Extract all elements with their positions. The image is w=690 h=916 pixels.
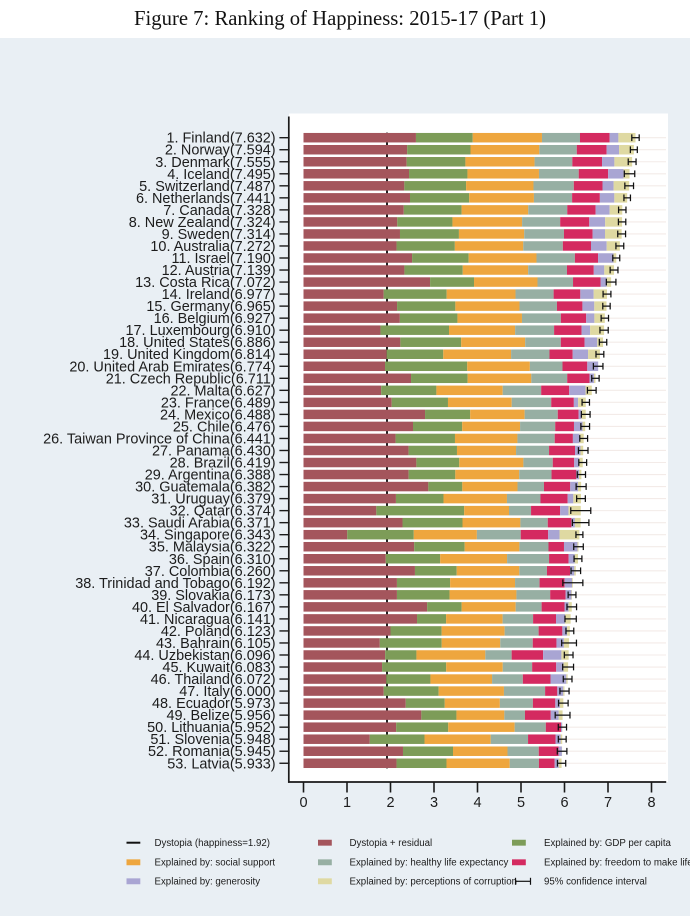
svg-text:25. Chile(6.476): 25. Chile(6.476)	[173, 419, 276, 435]
svg-text:5. Switzerland(7.487): 5. Switzerland(7.487)	[139, 179, 275, 195]
svg-text:7: 7	[604, 795, 612, 811]
svg-text:2: 2	[386, 795, 394, 811]
svg-text:Figure 7: Ranking of Happiness: Figure 7: Ranking of Happiness: 2015-17 …	[134, 8, 546, 30]
svg-text:21. Czech Republic(6.711): 21. Czech Republic(6.711)	[106, 371, 276, 387]
svg-text:12. Austria(7.139): 12. Austria(7.139)	[162, 263, 276, 279]
svg-text:14. Ireland(6.977): 14. Ireland(6.977)	[162, 287, 276, 303]
svg-text:49. Belize(5.956): 49. Belize(5.956)	[166, 708, 275, 724]
svg-text:1: 1	[343, 795, 351, 811]
svg-text:6: 6	[560, 795, 568, 811]
svg-text:32. Qatar(6.374): 32. Qatar(6.374)	[170, 504, 276, 520]
svg-text:38. Trinidad and Tobago(6.192): 38. Trinidad and Tobago(6.192)	[75, 576, 275, 592]
svg-text:Explained by: perceptions of c: Explained by: perceptions of corruption	[350, 877, 517, 888]
svg-text:10. Australia(7.272): 10. Australia(7.272)	[150, 239, 275, 255]
svg-text:3. Denmark(7.555): 3. Denmark(7.555)	[155, 155, 275, 171]
svg-text:18. United States(6.886): 18. United States(6.886)	[119, 335, 276, 351]
svg-text:15. Germany(6.965): 15. Germany(6.965)	[146, 299, 275, 315]
svg-text:28. Brazil(6.419): 28. Brazil(6.419)	[170, 456, 276, 472]
svg-text:24. Mexico(6.488): 24. Mexico(6.488)	[160, 407, 276, 423]
svg-text:4: 4	[473, 795, 481, 811]
svg-text:19. United Kingdom(6.814): 19. United Kingdom(6.814)	[103, 347, 276, 363]
svg-text:34. Singapore(6.343): 34. Singapore(6.343)	[140, 528, 276, 544]
svg-text:42. Poland(6.123): 42. Poland(6.123)	[161, 624, 276, 640]
svg-text:35. Malaysia(6.322): 35. Malaysia(6.322)	[149, 540, 276, 556]
svg-text:95% confidence interval: 95% confidence interval	[544, 877, 647, 888]
svg-text:47. Italy(6.000): 47. Italy(6.000)	[179, 684, 275, 700]
svg-text:1. Finland(7.632): 1. Finland(7.632)	[166, 131, 275, 147]
svg-text:0: 0	[299, 795, 307, 811]
svg-text:20. United Arab Emirates(6.774: 20. United Arab Emirates(6.774)	[69, 359, 275, 375]
svg-text:39. Slovakia(6.173): 39. Slovakia(6.173)	[151, 588, 275, 604]
svg-text:36. Spain(6.310): 36. Spain(6.310)	[169, 552, 276, 568]
svg-text:Explained by: GDP per capita: Explained by: GDP per capita	[544, 838, 672, 849]
svg-text:52. Romania(5.945): 52. Romania(5.945)	[148, 744, 276, 760]
svg-text:8: 8	[647, 795, 655, 811]
svg-text:2. Norway(7.594): 2. Norway(7.594)	[165, 143, 276, 159]
svg-text:Dystopia (happiness=1.92): Dystopia (happiness=1.92)	[155, 838, 271, 849]
svg-text:4. Iceland(7.495): 4. Iceland(7.495)	[167, 167, 275, 183]
svg-text:Explained by: healthy life exp: Explained by: healthy life expectancy	[350, 858, 509, 869]
svg-text:3: 3	[430, 795, 438, 811]
svg-text:7. Canada(7.328): 7. Canada(7.328)	[163, 203, 275, 219]
svg-text:45. Kuwait(6.083): 45. Kuwait(6.083)	[162, 660, 275, 676]
svg-text:Explained by: social support: Explained by: social support	[155, 858, 276, 869]
svg-text:40. El Salvador(6.167): 40. El Salvador(6.167)	[132, 600, 276, 616]
svg-text:Dystopia + residual: Dystopia + residual	[350, 838, 433, 849]
svg-text:44. Uzbekistan(6.096): 44. Uzbekistan(6.096)	[134, 648, 275, 664]
svg-text:33. Saudi Arabia(6.371): 33. Saudi Arabia(6.371)	[124, 516, 276, 532]
svg-text:50. Lithuania(5.952): 50. Lithuania(5.952)	[147, 720, 275, 736]
svg-text:26. Taiwan Province of China(6: 26. Taiwan Province of China(6.441)	[43, 431, 275, 447]
svg-text:16. Belgium(6.927): 16. Belgium(6.927)	[154, 311, 276, 327]
svg-text:31. Uruguay(6.379): 31. Uruguay(6.379)	[151, 492, 275, 508]
svg-text:37. Colombia(6.260): 37. Colombia(6.260)	[145, 564, 276, 580]
svg-text:11. Israel(7.190): 11. Israel(7.190)	[172, 251, 276, 267]
svg-text:22. Malta(6.627): 22. Malta(6.627)	[170, 383, 275, 399]
svg-text:8. New Zealand(7.324): 8. New Zealand(7.324)	[129, 215, 276, 231]
svg-text:51. Slovenia(5.948): 51. Slovenia(5.948)	[150, 732, 275, 748]
svg-text:43. Bahrain(6.105): 43. Bahrain(6.105)	[156, 636, 276, 652]
svg-text:Explained by: freedom to make: Explained by: freedom to make life choic…	[544, 858, 690, 869]
svg-text:17. Luxembourg(6.910): 17. Luxembourg(6.910)	[126, 323, 276, 339]
svg-text:46. Thailand(6.072): 46. Thailand(6.072)	[151, 672, 276, 688]
svg-text:6. Netherlands(7.441): 6. Netherlands(7.441)	[136, 191, 276, 207]
svg-text:9. Sweden(7.314): 9. Sweden(7.314)	[162, 227, 276, 243]
svg-text:23. France(6.489): 23. France(6.489)	[161, 395, 276, 411]
svg-text:41. Nicaragua(6.141): 41. Nicaragua(6.141)	[140, 612, 276, 628]
svg-text:13. Costa Rica(7.072): 13. Costa Rica(7.072)	[135, 275, 275, 291]
svg-text:27. Panama(6.430): 27. Panama(6.430)	[152, 443, 276, 459]
svg-text:5: 5	[517, 795, 525, 811]
svg-text:29. Argentina(6.388): 29. Argentina(6.388)	[145, 468, 276, 484]
svg-text:30. Guatemala(6.382): 30. Guatemala(6.382)	[135, 480, 275, 496]
svg-text:48. Ecuador(5.973): 48. Ecuador(5.973)	[152, 696, 276, 712]
svg-text:53. Latvia(5.933): 53. Latvia(5.933)	[167, 756, 275, 772]
svg-text:Explained by: generosity: Explained by: generosity	[155, 877, 261, 888]
